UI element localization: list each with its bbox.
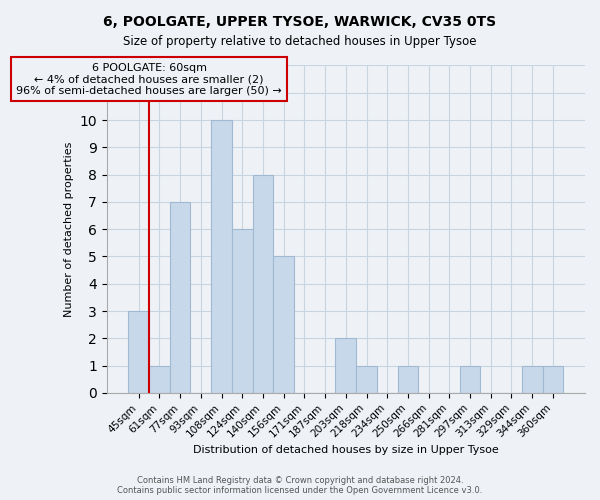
Text: 6, POOLGATE, UPPER TYSOE, WARWICK, CV35 0TS: 6, POOLGATE, UPPER TYSOE, WARWICK, CV35 … [103, 15, 497, 29]
Bar [253, 174, 274, 393]
Y-axis label: Number of detached properties: Number of detached properties [64, 142, 74, 317]
Bar [460, 366, 481, 393]
Bar [232, 229, 253, 393]
Text: 6 POOLGATE: 60sqm
← 4% of detached houses are smaller (2)
96% of semi-detached h: 6 POOLGATE: 60sqm ← 4% of detached house… [16, 62, 282, 96]
Bar [398, 366, 418, 393]
Text: Contains HM Land Registry data © Crown copyright and database right 2024.
Contai: Contains HM Land Registry data © Crown c… [118, 476, 482, 495]
X-axis label: Distribution of detached houses by size in Upper Tysoe: Distribution of detached houses by size … [193, 445, 499, 455]
Bar [149, 366, 170, 393]
Text: Size of property relative to detached houses in Upper Tysoe: Size of property relative to detached ho… [123, 35, 477, 48]
Bar [128, 311, 149, 393]
Bar [211, 120, 232, 393]
Bar [356, 366, 377, 393]
Bar [542, 366, 563, 393]
Bar [335, 338, 356, 393]
Bar [170, 202, 190, 393]
Bar [274, 256, 294, 393]
Bar [522, 366, 542, 393]
